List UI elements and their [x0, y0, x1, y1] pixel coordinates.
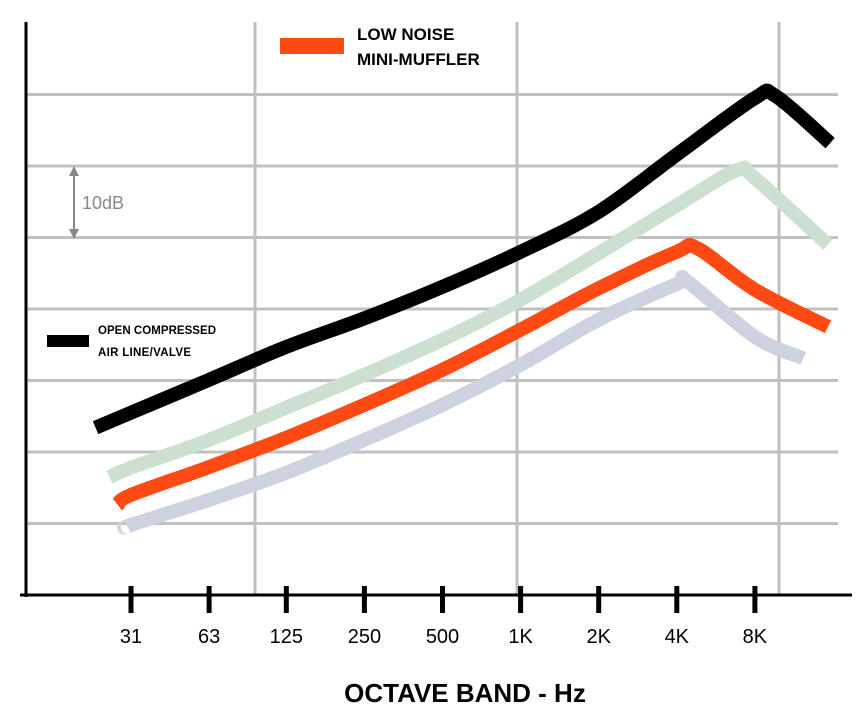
scale-label: 10dB: [82, 193, 124, 213]
x-tick-label: 63: [198, 626, 220, 648]
series-line-2: [111, 238, 832, 511]
axes: [20, 22, 852, 597]
x-ticks: 31 63 125 250 500 1K 2K 4K 8K: [120, 586, 768, 648]
series-line-0: [92, 83, 835, 435]
x-tick-label: 2K: [586, 626, 611, 648]
legend-label-line1: OPEN COMPRESSED: [98, 325, 216, 337]
legend-swatch-black: [47, 335, 89, 347]
x-tick-label: 1K: [508, 626, 533, 648]
legend-swatch-orange: [280, 38, 344, 54]
series-line-3: [117, 269, 807, 535]
legend-label-line1: LOW NOISE: [357, 25, 454, 44]
legend-open-line: OPEN COMPRESSED AIR LINE/VALVE: [47, 325, 216, 359]
x-axis-label: OCTAVE BAND - Hz: [344, 678, 586, 708]
arrow-down-icon: [69, 229, 79, 239]
x-tick-label: 8K: [743, 626, 768, 648]
x-tick-label: 500: [426, 626, 459, 648]
series-line-1: [106, 160, 833, 484]
arrow-up-icon: [69, 166, 79, 176]
legend-muffler: LOW NOISE MINI-MUFFLER: [280, 25, 480, 69]
x-tick-label: 31: [120, 626, 142, 648]
series-lines: [92, 83, 835, 535]
legend-label-line2: MINI-MUFFLER: [357, 50, 480, 69]
scale-annotation: 10dB: [69, 166, 124, 239]
x-tick-label: 4K: [665, 626, 690, 648]
legend-label-line2: AIR LINE/VALVE: [98, 347, 191, 359]
x-tick-label: 125: [270, 626, 303, 648]
x-tick-label: 250: [348, 626, 381, 648]
